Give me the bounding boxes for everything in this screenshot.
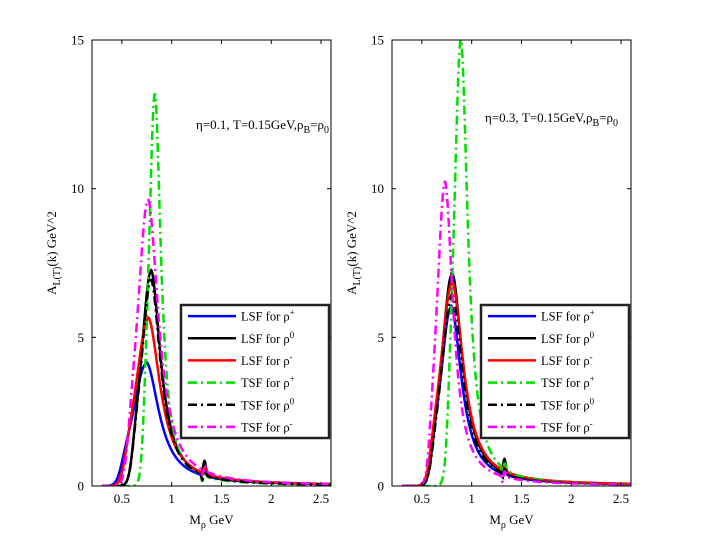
chart-panel-2: 0.5 1 1.5 2 2.5 0 5 10 15 Mρ GeV AL(T)(k) GeV^2 η=0… <box>344 33 632 531</box>
legend: LSF for ρ+ LSF for ρ0 LSF for ρ- TSF for ρ+… <box>479 303 631 440</box>
y-tick-label: 5 <box>378 330 385 345</box>
y-tick-label: 10 <box>71 181 84 196</box>
x-tick-label: 2.5 <box>313 491 329 506</box>
x-tick-label: 2.5 <box>613 491 629 506</box>
annotation: η=0.1, T=0.15GeV,ρB=ρ0 <box>196 117 329 136</box>
y-tick-label: 15 <box>71 33 84 48</box>
x-tick-label: 0.5 <box>114 491 130 506</box>
y-tick-label: 15 <box>371 33 384 48</box>
y-tick-label: 10 <box>371 181 384 196</box>
x-tick-label: 1.5 <box>513 491 529 506</box>
legend-box <box>479 303 631 440</box>
annotation: η=0.3, T=0.15GeV,ρB=ρ0 <box>485 110 618 129</box>
legend-label: LSF for ρ- <box>241 352 293 368</box>
x-tick-label: 1 <box>468 491 475 506</box>
series-line-tsf-6 <box>401 180 631 486</box>
legend-label: TSF for ρ- <box>541 418 593 434</box>
legend-label: LSF for ρ+ <box>541 308 595 324</box>
legend-label: LSF for ρ0 <box>241 330 295 346</box>
series-group <box>101 92 331 486</box>
legend-label: LSF for ρ+ <box>241 308 295 324</box>
x-tick-label: 0.5 <box>414 491 430 506</box>
x-tick-label: 1.5 <box>213 491 229 506</box>
axes-box <box>91 39 332 487</box>
y-tick-label: 5 <box>78 330 85 345</box>
y-axis-label: AL(T)(k) GeV^2 <box>344 211 363 295</box>
legend-box <box>179 303 331 440</box>
chart-panel-1: 0.5 1 1.5 2 2.5 0 5 10 15 Mρ GeV AL(T)(k) GeV^2 η=0… <box>44 33 332 531</box>
x-tick-label: 2 <box>268 491 275 506</box>
legend-label: LSF for ρ- <box>541 352 593 368</box>
legend: LSF for ρ+ LSF for ρ0 LSF for ρ- TSF for ρ+… <box>179 303 331 440</box>
legend-label: TSF for ρ+ <box>241 374 295 390</box>
y-axis-label: AL(T)(k) GeV^2 <box>44 211 63 295</box>
series-line-tsf-5 <box>101 278 331 486</box>
legend-label: LSF for ρ0 <box>541 330 595 346</box>
x-tick-label: 2 <box>568 491 575 506</box>
y-tick-label: 0 <box>378 479 385 494</box>
legend-label: TSF for ρ- <box>241 418 293 434</box>
legend-label: TSF for ρ0 <box>541 396 595 412</box>
legend-label: TSF for ρ0 <box>241 396 295 412</box>
series-group <box>401 40 631 486</box>
x-tick-label: 1 <box>168 491 175 506</box>
x-axis-label: Mρ GeV <box>489 512 534 531</box>
axes-box <box>391 39 632 487</box>
x-axis-label: Mρ GeV <box>189 512 234 531</box>
legend-label: TSF for ρ+ <box>541 374 595 390</box>
y-tick-label: 0 <box>78 479 85 494</box>
